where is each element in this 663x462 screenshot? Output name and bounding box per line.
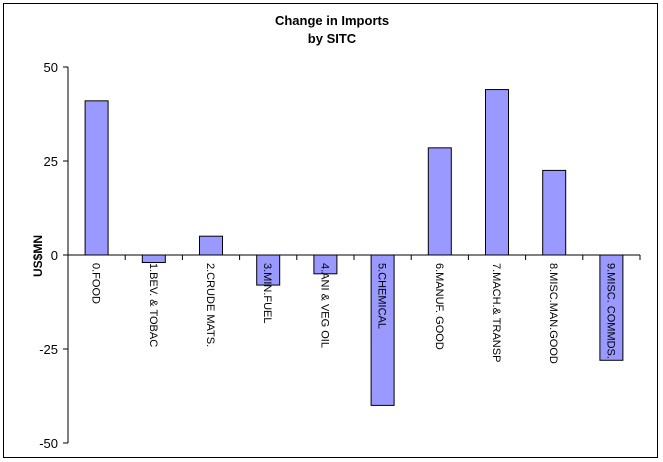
y-tick-label: 0 xyxy=(51,248,58,263)
bar xyxy=(141,254,166,264)
category-label: 7.MACH.& TRANSP xyxy=(490,263,502,362)
category-label: 2.CRUDE MATS. xyxy=(204,263,216,347)
category-label: 4.ANI & VEG OIL xyxy=(318,263,330,348)
y-axis-label: US$MN xyxy=(31,235,45,277)
y-tick-label: -25 xyxy=(39,342,58,357)
chart-title-line-1: Change in Imports xyxy=(275,13,389,28)
category-label: 9.MISC. COMMDS. xyxy=(604,263,616,359)
category-label: 5.CHEMICAL xyxy=(376,263,388,329)
chart-title-line-2: by SITC xyxy=(308,31,357,46)
y-tick-label: 50 xyxy=(44,60,58,75)
category-label: 6.MANUF. GOOD xyxy=(433,263,445,350)
bar xyxy=(199,235,223,256)
bar xyxy=(427,147,452,256)
bar xyxy=(542,169,567,256)
bar xyxy=(84,100,109,256)
category-label: 3.MIN.FUEL xyxy=(261,263,273,324)
plot-area: 50 25 0 -25 -50 0.FOOD 1.BEV. & TOBAC 2.CRUDE M… xyxy=(39,60,641,451)
category-label: 8.MISC.MAN.GOOD xyxy=(547,263,559,364)
bar xyxy=(485,89,509,256)
y-tick-label: -50 xyxy=(39,436,58,451)
y-tick-label: 25 xyxy=(44,154,58,169)
category-label: 1.BEV. & TOBAC xyxy=(147,263,159,347)
category-label: 0.FOOD xyxy=(90,263,102,304)
